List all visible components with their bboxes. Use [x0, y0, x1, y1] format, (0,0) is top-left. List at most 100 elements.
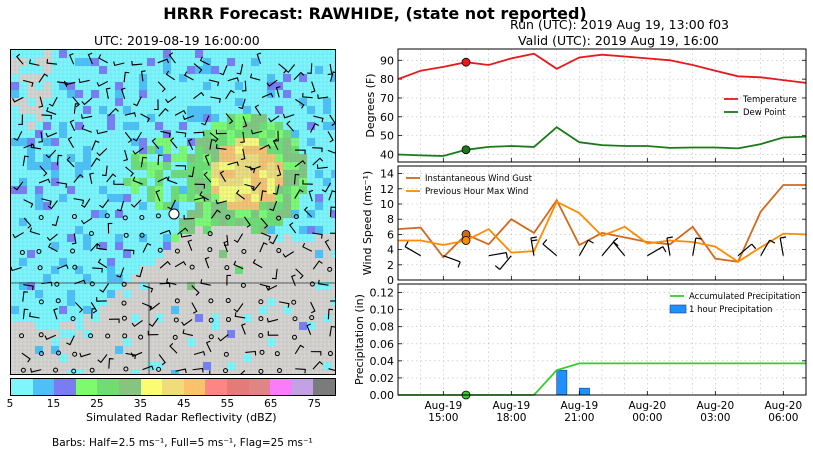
calm-wind-marker	[276, 248, 282, 254]
wind-barb	[71, 233, 77, 245]
calm-wind-marker	[122, 215, 128, 221]
calm-wind-marker	[104, 213, 110, 219]
wind-barb	[159, 229, 172, 235]
wind-barb	[132, 131, 142, 142]
radar-reflectivity-map	[10, 49, 336, 375]
calm-wind-marker	[225, 317, 231, 323]
wind-barb	[133, 96, 142, 107]
wind-barb	[215, 129, 227, 135]
colorbar-tick-label: 15	[46, 398, 61, 410]
wind-barb	[106, 173, 117, 183]
colorbar-tick-label: 65	[264, 398, 278, 410]
wind-barb	[148, 302, 160, 310]
wind-barb	[578, 239, 594, 256]
plot-frame	[397, 48, 807, 163]
wind-barb	[96, 148, 108, 157]
wind-barb	[67, 136, 74, 148]
wind-barb	[282, 113, 295, 119]
calm-wind-marker	[223, 351, 229, 357]
calm-wind-marker	[38, 332, 44, 338]
series-line	[397, 126, 807, 157]
wind-barb	[90, 157, 101, 167]
wind-barb	[44, 334, 57, 341]
wind-barb	[692, 237, 702, 256]
wind-barb	[90, 302, 98, 314]
wind-barb	[22, 308, 29, 320]
wind-barb	[148, 317, 159, 327]
wind-barb	[140, 70, 146, 82]
wind-barb	[227, 161, 239, 167]
calm-wind-marker	[121, 300, 127, 306]
wind-barb	[249, 165, 261, 171]
calm-wind-marker	[89, 367, 95, 373]
wind-barb	[293, 173, 300, 185]
wind-barb	[47, 243, 58, 253]
wind-barb	[443, 255, 461, 268]
calm-wind-marker	[207, 247, 213, 253]
wind-barb	[22, 291, 28, 302]
wind-barb	[203, 171, 212, 183]
x-tick-label: 06:00	[768, 412, 798, 424]
wind-barb	[252, 259, 263, 269]
wind-barb	[80, 198, 91, 208]
calm-wind-marker	[258, 368, 264, 374]
wind-barb	[23, 143, 35, 149]
calm-wind-marker	[291, 299, 297, 305]
wind-barb	[291, 274, 296, 286]
wind-barb	[73, 173, 84, 183]
legend-label: Dew Point	[743, 108, 786, 118]
wind-barb	[217, 334, 229, 342]
wind-barb	[268, 115, 280, 123]
wind-barb	[45, 149, 57, 159]
wind-barb	[74, 279, 86, 285]
wind-barb	[238, 98, 246, 110]
wind-barb	[666, 236, 673, 256]
chart-panel: 0.00 0.02 0.04 0.06 0.08 0.10 0.12 Precipitatio…	[353, 283, 807, 402]
y-tick-label: 0.02	[370, 372, 395, 385]
wind-barb	[254, 104, 262, 116]
calm-wind-marker	[258, 299, 264, 305]
wind-barb	[187, 239, 193, 251]
wind-barb	[303, 206, 313, 218]
wind-barb	[160, 130, 171, 138]
wind-barb	[56, 154, 63, 166]
calm-wind-marker	[121, 281, 127, 287]
wind-barb	[233, 233, 244, 243]
wind-barb	[109, 318, 120, 324]
wind-barb	[29, 312, 40, 319]
wind-barb	[241, 80, 247, 92]
calm-wind-marker	[70, 316, 76, 322]
wind-barb	[181, 318, 193, 326]
wind-barb	[200, 279, 211, 286]
wind-barb	[16, 53, 24, 65]
calm-wind-marker	[309, 315, 315, 321]
wind-barb	[174, 109, 187, 116]
y-tick-label: 70	[380, 92, 394, 105]
calm-wind-marker	[293, 214, 299, 220]
calm-wind-marker	[72, 351, 78, 357]
wind-barb	[41, 114, 52, 120]
calm-wind-marker	[225, 298, 231, 304]
wind-barb	[317, 279, 329, 286]
calm-wind-marker	[223, 368, 229, 374]
wind-barb	[286, 120, 295, 132]
wind-barb	[175, 368, 187, 374]
wind-barb	[169, 137, 178, 149]
wind-barb	[116, 200, 125, 212]
calm-wind-marker	[53, 367, 59, 373]
wind-barb	[151, 138, 160, 150]
wind-barb	[123, 149, 129, 162]
x-tick-label: Aug-20	[765, 400, 803, 412]
wind-barb	[329, 114, 335, 126]
calm-wind-marker	[240, 282, 246, 288]
y-tick-label: 8	[387, 213, 394, 226]
wind-barb	[97, 258, 108, 269]
x-tick-label: 03:00	[700, 412, 730, 424]
wind-barb	[53, 308, 58, 320]
calm-wind-marker	[72, 264, 78, 270]
wind-barb	[234, 312, 246, 319]
wind-barb	[107, 222, 113, 234]
calm-wind-marker	[38, 351, 44, 357]
wind-barb	[29, 227, 40, 235]
y-tick-label: 0.12	[370, 287, 395, 300]
